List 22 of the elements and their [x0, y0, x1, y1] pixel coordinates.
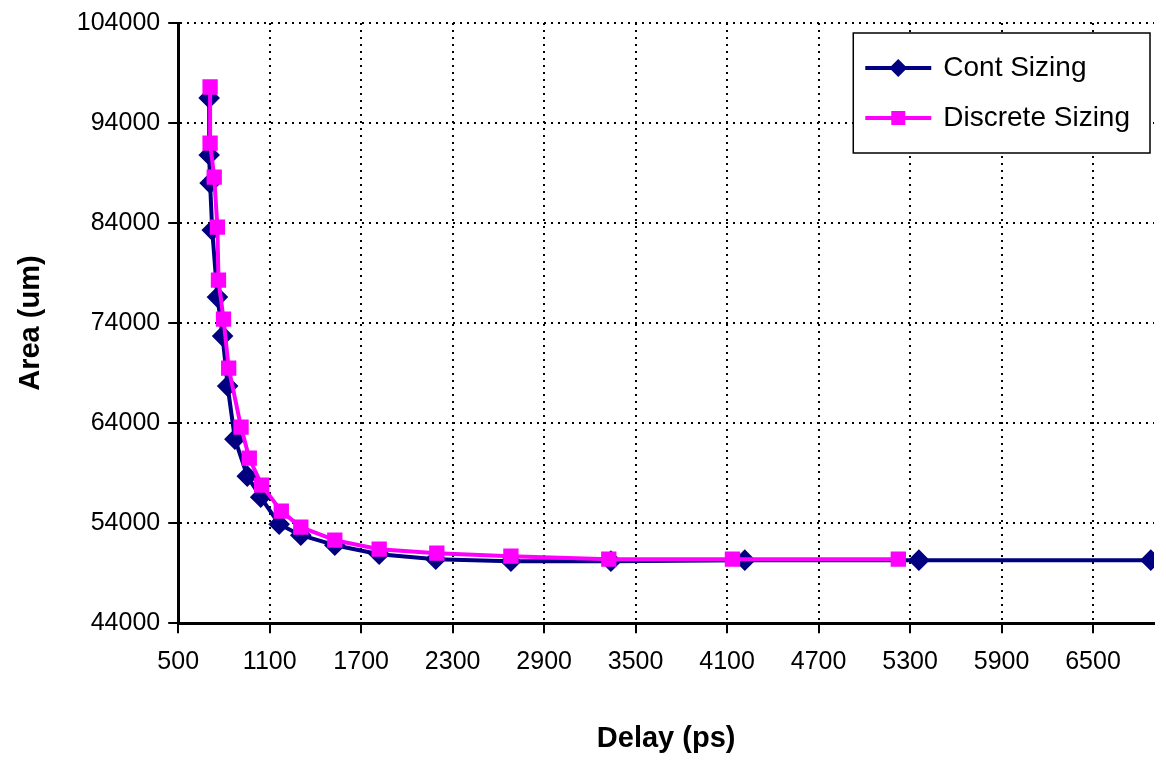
x-tick-label: 4700 — [790, 646, 847, 675]
x-axis-title: Delay (ps) — [596, 720, 736, 753]
y-tick-label: 84000 — [90, 206, 161, 235]
x-tick-label: 4100 — [699, 646, 755, 675]
legend-label: Discrete Sizing — [943, 100, 1130, 132]
x-tick-label: 1100 — [242, 646, 297, 675]
y-tick-label: 94000 — [90, 106, 161, 135]
legend-label: Cont Sizing — [943, 50, 1087, 82]
y-tick-label: 104000 — [76, 6, 161, 35]
x-tick-label: 2900 — [516, 646, 572, 675]
y-axis-title: Area (um) — [13, 255, 46, 391]
x-tick-label: 5900 — [973, 646, 1030, 675]
x-tick-label: 5300 — [882, 646, 938, 675]
y-tick-label: 74000 — [90, 306, 161, 335]
x-tick-label: 2300 — [424, 646, 481, 675]
x-tick-label: 1700 — [333, 646, 389, 675]
x-tick-label: 500 — [157, 646, 200, 675]
y-tick-label: 64000 — [90, 407, 161, 436]
x-tick-label: 6500 — [1065, 646, 1121, 675]
y-tick-label: 54000 — [90, 507, 161, 536]
x-tick-label: 3500 — [607, 646, 664, 675]
y-tick-label: 44000 — [90, 607, 161, 636]
